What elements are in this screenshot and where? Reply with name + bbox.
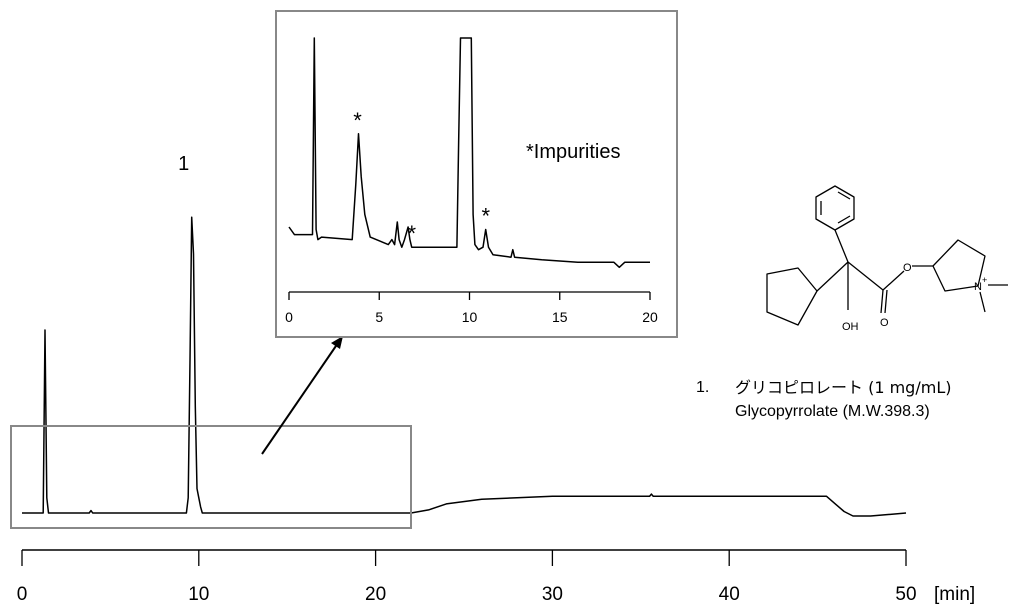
carbonyl-double-bond-a	[880, 289, 884, 314]
pyrrolidine-ring	[932, 239, 986, 292]
inset-x-ticks: 0 5 10 15 20	[285, 292, 658, 325]
bond-carbon-cyclopentyl	[816, 261, 849, 292]
x-tick-label: 40	[719, 584, 740, 605]
x-tick-label: 20	[365, 584, 386, 605]
benzene-inner-bond-1	[837, 191, 851, 200]
x-tick-label: 0	[285, 309, 293, 325]
x-tick-label: 0	[17, 584, 28, 605]
bond-carbon-carbonyl	[847, 261, 884, 291]
ester-oxygen-label: O	[903, 262, 912, 274]
nitrogen-charge-label: +	[982, 275, 987, 285]
structure-atom-labels: OH O O N +	[842, 262, 987, 333]
impurity-markers: * * *	[353, 108, 490, 246]
x-tick-label: 5	[375, 309, 383, 325]
x-tick-label: 30	[542, 584, 563, 605]
benzene-inner-bond-2	[837, 215, 851, 224]
nitrogen-label: N	[974, 281, 982, 293]
bond-carbonyl-ester-oxygen	[882, 270, 905, 291]
zoom-region-box	[10, 425, 412, 529]
impurity-asterisk: *	[481, 204, 490, 229]
x-tick-label: 10	[462, 309, 478, 325]
impurity-asterisk: *	[353, 108, 362, 133]
carbonyl-oxygen-label: O	[880, 317, 889, 329]
benzene-ring	[815, 185, 855, 231]
impurity-asterisk: *	[407, 221, 416, 246]
cyclopentane-ring	[766, 267, 818, 326]
inset-frame	[275, 10, 678, 338]
impurities-annotation: *Impurities	[526, 141, 620, 163]
inset-trace-line	[288, 37, 650, 269]
x-tick-label: 50	[895, 584, 916, 605]
carbonyl-double-bond-b	[884, 289, 888, 314]
x-tick-label: 10	[188, 584, 209, 605]
compound-name-english: Glycopyrrolate (M.W.398.3)	[735, 403, 930, 420]
x-tick-label: 20	[642, 309, 658, 325]
main-trace-line	[22, 216, 907, 517]
main-x-unit-label: [min]	[934, 584, 975, 605]
compound-number: 1.	[696, 379, 710, 396]
main-x-ticks: 0 10 20 30 40 50	[17, 550, 917, 605]
bond-phenyl-carbon	[834, 229, 849, 263]
hydroxyl-label: OH	[842, 321, 859, 333]
x-tick-label: 15	[552, 309, 568, 325]
peak-1-label: 1	[178, 153, 189, 175]
compound-name-japanese: グリコピロレート (1 mg/mL)	[735, 378, 952, 397]
inset-chromatogram: 0 5 10 15 20 * * * *Impurities	[275, 10, 678, 338]
zoom-arrow-line	[261, 342, 339, 455]
n-methyl-bond-2	[979, 291, 986, 313]
glycopyrrolate-structure	[766, 185, 1008, 326]
main-chromatogram: 0 10 20 30 40 50 [min] 1	[17, 153, 975, 605]
zoom-arrow-head	[331, 336, 343, 349]
